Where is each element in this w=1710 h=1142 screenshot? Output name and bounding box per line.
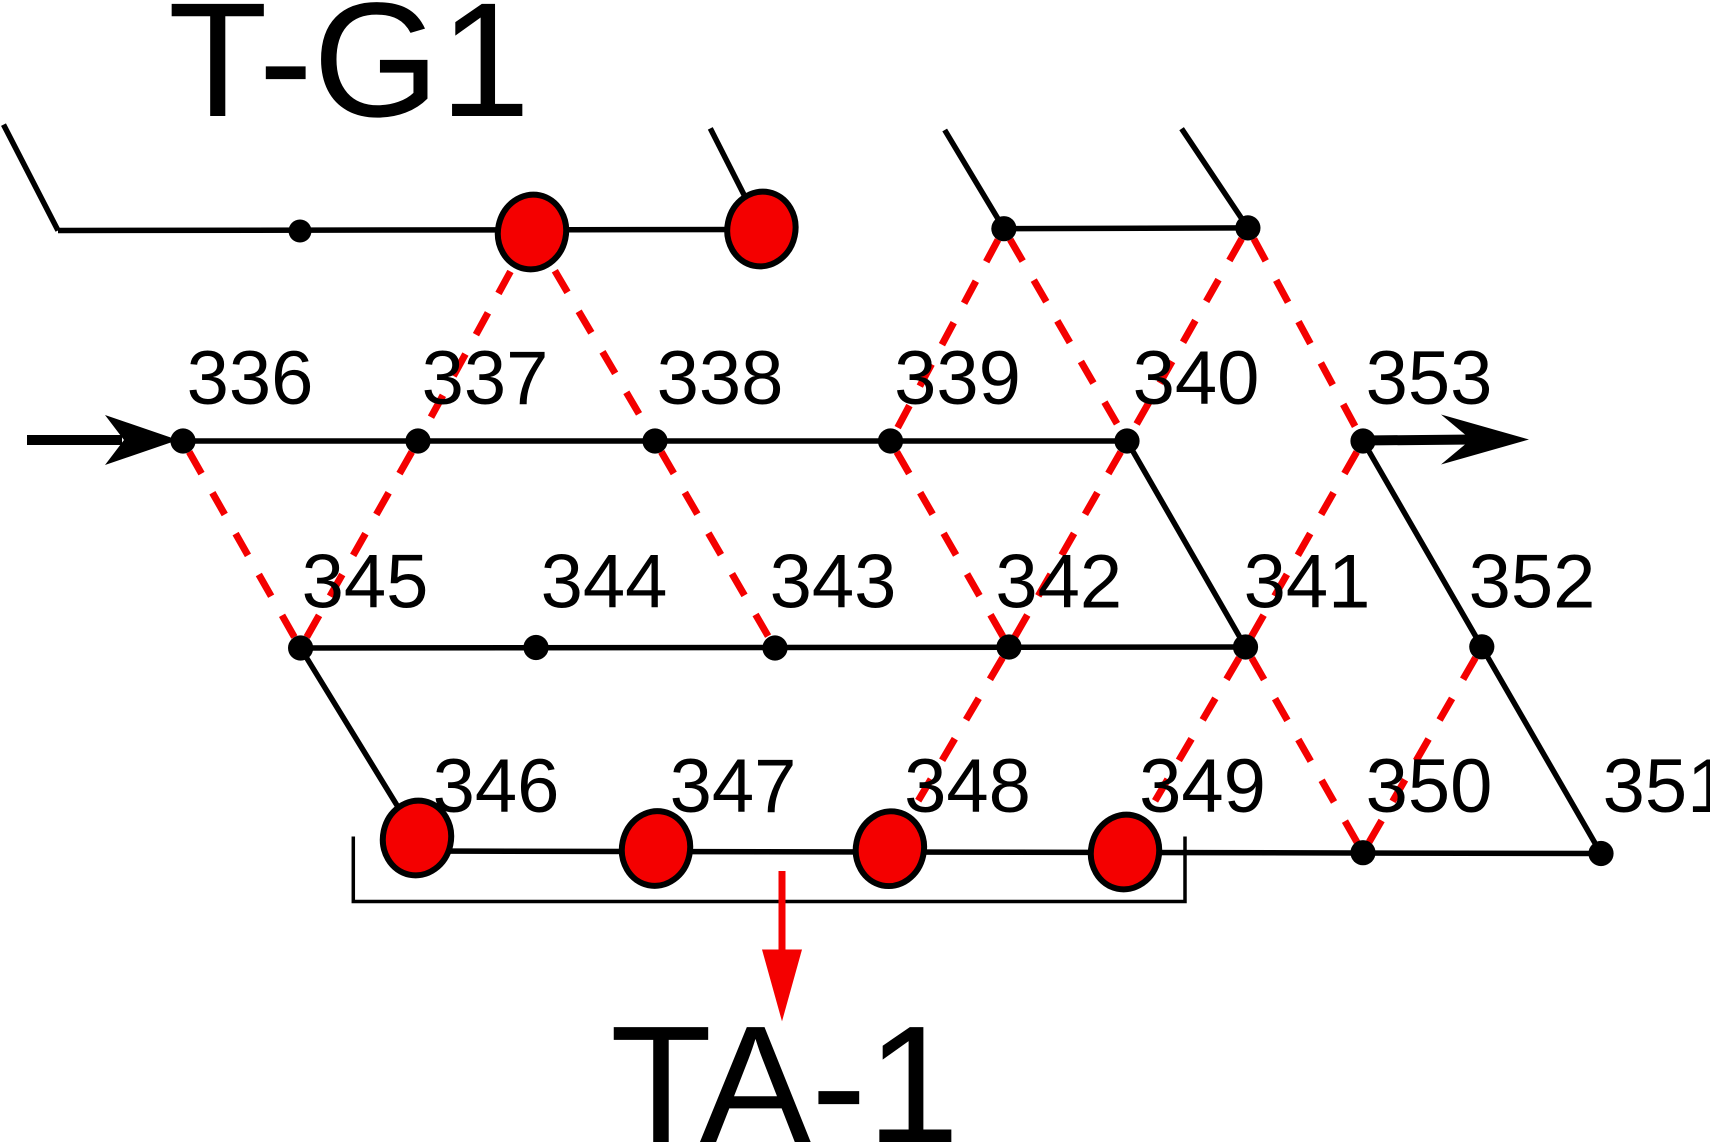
svg-text:347: 347 [670, 744, 797, 829]
svg-text:349: 349 [1139, 744, 1266, 829]
svg-text:TA-1: TA-1 [610, 992, 960, 1142]
svg-text:T-G1: T-G1 [168, 0, 530, 151]
svg-text:336: 336 [187, 336, 314, 421]
svg-text:352: 352 [1469, 540, 1596, 625]
svg-text:353: 353 [1366, 336, 1493, 421]
svg-text:341: 341 [1244, 540, 1371, 625]
svg-text:340: 340 [1133, 336, 1260, 421]
svg-text:338: 338 [657, 336, 784, 421]
svg-text:343: 343 [770, 540, 897, 625]
svg-text:339: 339 [894, 336, 1021, 421]
svg-text:348: 348 [904, 744, 1031, 829]
svg-text:346: 346 [433, 744, 560, 829]
svg-text:345: 345 [302, 540, 429, 625]
svg-text:351: 351 [1603, 744, 1710, 829]
svg-text:337: 337 [422, 336, 549, 421]
svg-text:342: 342 [995, 540, 1122, 625]
svg-text:344: 344 [541, 540, 668, 625]
svg-text:350: 350 [1366, 744, 1493, 829]
